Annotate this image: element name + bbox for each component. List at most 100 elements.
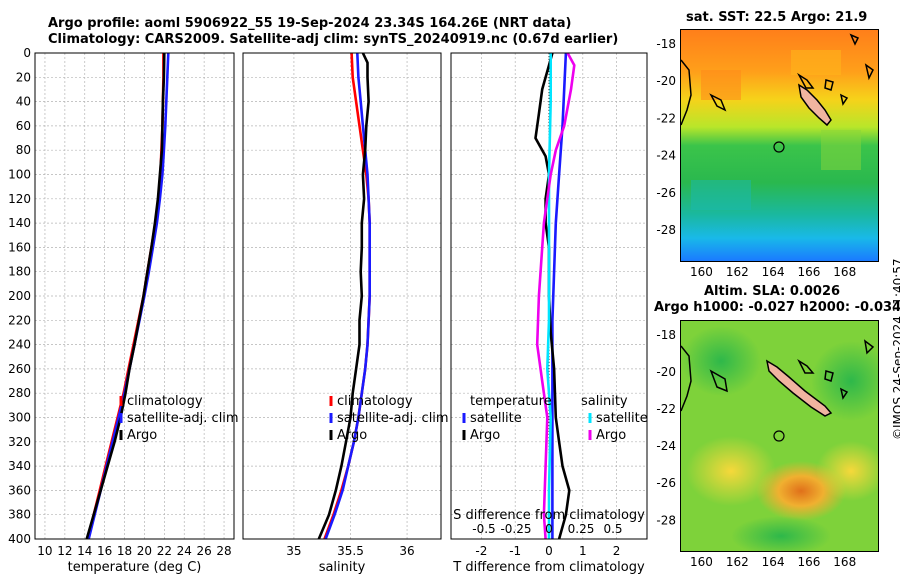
x-tick-label: 20 (137, 544, 152, 558)
coast-outline (681, 59, 692, 126)
map-y-tick-label: -24 (656, 439, 676, 453)
map-x-tick-label: 166 (797, 555, 820, 569)
x-tick-label: 1 (579, 544, 587, 558)
series-line-salinity-satellite (546, 53, 552, 539)
map-y-tick-label: -26 (656, 476, 676, 490)
legend-label: satellite-adj. clim (337, 411, 449, 426)
x-tick-label: 35 (286, 544, 301, 558)
sla-map-title-line2: Argo h1000: -0.027 h2000: -0.034 (654, 300, 900, 315)
series-line-satellite-adj-clim (324, 52, 371, 540)
y-tick-label: 80 (16, 143, 31, 157)
x-axis-label: T difference from climatology (452, 560, 645, 575)
axes-frame (34, 52, 235, 540)
x-tick-label: 18 (117, 544, 132, 558)
y-tick-label: 0 (23, 46, 31, 60)
x-tick-label: 35.5 (337, 544, 364, 558)
legend-label: satellite (596, 411, 648, 426)
new-caledonia-outline (765, 359, 833, 417)
temperature-profile (34, 52, 235, 540)
sla-map (680, 320, 879, 552)
map-y-tick-label: -20 (656, 74, 676, 88)
legend-label: Argo (337, 428, 367, 443)
y-tick-label: 400 (8, 532, 31, 546)
y-tick-label: 280 (8, 386, 31, 400)
legend-label: climatology (337, 394, 413, 409)
series-line-temperature-satellite (551, 52, 568, 539)
secondary-axis-label: S difference from climatology (453, 508, 645, 523)
x-tick-label: 28 (216, 544, 231, 558)
y-tick-label: 120 (8, 192, 31, 206)
map-y-tick-label: -28 (656, 223, 676, 237)
legend-heading: temperature (470, 394, 552, 409)
series-line-argo (317, 52, 370, 540)
map-y-tick-label: -18 (656, 328, 676, 342)
x-tick-label: 36 (399, 544, 414, 558)
salinity-profile (242, 52, 442, 540)
legend-label: climatology (127, 394, 203, 409)
legend-label: Argo (127, 428, 157, 443)
y-tick-label: 180 (8, 265, 31, 279)
y-tick-label: 360 (8, 483, 31, 497)
sla-map-title-line1: Altim. SLA: 0.0026 (704, 284, 841, 299)
series-line-argo (85, 52, 166, 540)
map-y-tick-label: -24 (656, 149, 676, 163)
map-y-tick-label: -22 (656, 402, 676, 416)
map-x-tick-label: 162 (726, 555, 749, 569)
secondary-tick-label: 0 (545, 522, 553, 536)
x-tick-label: 10 (37, 544, 52, 558)
legend-label: Argo (596, 428, 626, 443)
y-tick-label: 380 (8, 508, 31, 522)
secondary-tick-label: 0.5 (603, 522, 622, 536)
map-y-tick-label: -28 (656, 513, 676, 527)
x-tick-label: -2 (475, 544, 487, 558)
secondary-tick-label: -0.25 (500, 522, 531, 536)
series-line-salinity-argo (535, 52, 576, 540)
axes-frame (450, 52, 648, 540)
map-x-tick-label: 162 (726, 265, 749, 279)
new-caledonia-outline (797, 83, 832, 127)
salinity-legend: climatology satellite-adj. clim Argo (329, 394, 449, 443)
argo-position-marker (773, 430, 785, 442)
legend-label: satellite-adj. clim (127, 411, 239, 426)
x-tick-label: 16 (97, 544, 112, 558)
map-x-tick-label: 164 (762, 555, 785, 569)
y-tick-label: 260 (8, 362, 31, 376)
map-y-tick-label: -18 (656, 37, 676, 51)
y-tick-label: 320 (8, 435, 31, 449)
y-tick-label: 340 (8, 459, 31, 473)
secondary-tick-label: 0.25 (568, 522, 595, 536)
y-tick-label: 160 (8, 240, 31, 254)
x-tick-label: 12 (57, 544, 72, 558)
legend-heading: salinity (581, 394, 628, 409)
temperature-legend: climatology satellite-adj. clim Argo (119, 394, 239, 443)
x-axis-label: temperature (deg C) (68, 560, 202, 575)
y-tick-label: 220 (8, 313, 31, 327)
map-x-tick-label: 168 (833, 555, 856, 569)
map-y-tick-label: -20 (656, 365, 676, 379)
x-tick-label: 2 (613, 544, 621, 558)
x-tick-label: 14 (77, 544, 92, 558)
map-x-tick-label: 168 (833, 265, 856, 279)
sst-map-image (681, 30, 878, 261)
map-x-tick-label: 160 (690, 265, 713, 279)
secondary-tick-label: -0.5 (472, 522, 495, 536)
y-tick-label: 240 (8, 338, 31, 352)
map-x-tick-label: 160 (690, 555, 713, 569)
x-tick-label: 0 (545, 544, 553, 558)
sla-map-image (681, 321, 878, 551)
x-tick-label: 26 (197, 544, 212, 558)
figure-title-line1: Argo profile: aoml 5906922_55 19-Sep-202… (48, 16, 572, 31)
y-tick-label: 60 (16, 119, 31, 133)
map-x-tick-label: 166 (797, 265, 820, 279)
x-axis-label: salinity (319, 560, 366, 575)
x-tick-label: 24 (177, 544, 192, 558)
x-tick-label: 22 (157, 544, 172, 558)
map-x-tick-label: 164 (762, 265, 785, 279)
x-tick-label: -1 (509, 544, 521, 558)
legend-label: satellite (470, 411, 522, 426)
y-tick-label: 20 (16, 70, 31, 84)
y-tick-label: 100 (8, 168, 31, 182)
difference-legend: temperature salinity satellite Argo satellit… (462, 394, 648, 443)
